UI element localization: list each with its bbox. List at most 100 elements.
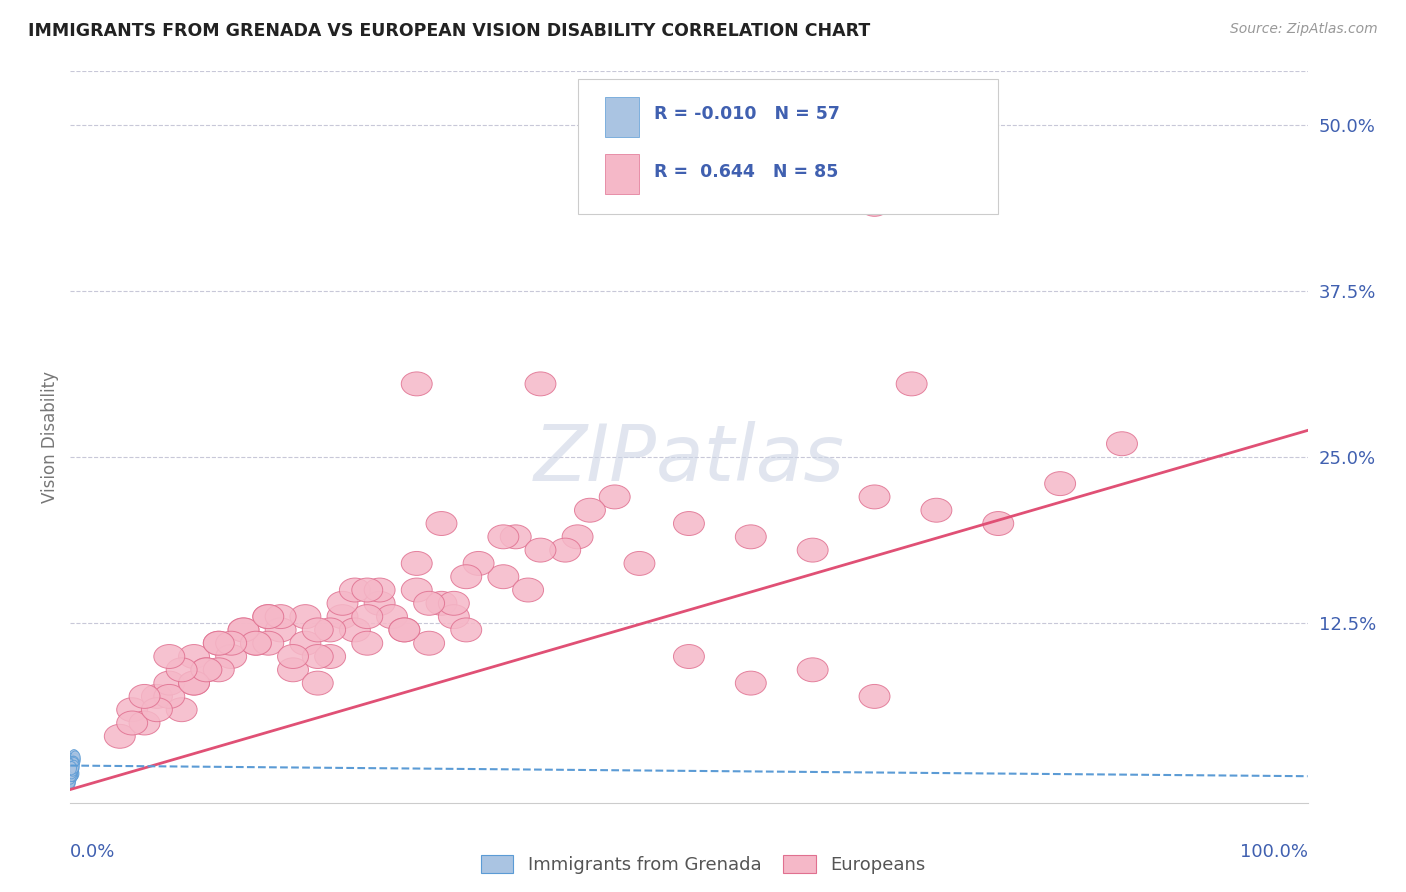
Ellipse shape [377,605,408,629]
Ellipse shape [240,632,271,656]
Ellipse shape [735,524,766,549]
Ellipse shape [67,756,77,770]
Ellipse shape [290,632,321,656]
Ellipse shape [69,757,79,771]
Ellipse shape [66,760,76,773]
Ellipse shape [67,765,77,779]
Ellipse shape [179,671,209,695]
Ellipse shape [65,754,76,767]
Ellipse shape [65,759,76,772]
Ellipse shape [153,645,184,668]
Ellipse shape [66,757,76,771]
Ellipse shape [67,759,77,772]
Ellipse shape [179,645,209,668]
Ellipse shape [70,751,80,764]
Ellipse shape [896,372,927,396]
Ellipse shape [240,632,271,656]
Ellipse shape [65,773,76,787]
Ellipse shape [339,618,370,642]
Ellipse shape [66,767,76,780]
Ellipse shape [66,756,76,770]
Ellipse shape [562,524,593,549]
Ellipse shape [451,618,482,642]
Ellipse shape [66,770,76,783]
Ellipse shape [364,591,395,615]
Ellipse shape [65,772,76,786]
Ellipse shape [215,645,246,668]
Ellipse shape [65,772,76,786]
Ellipse shape [69,762,79,775]
Ellipse shape [66,762,76,775]
Ellipse shape [66,762,76,775]
Ellipse shape [575,499,606,522]
Ellipse shape [413,591,444,615]
Ellipse shape [426,591,457,615]
Ellipse shape [66,762,76,775]
Ellipse shape [599,485,630,509]
Ellipse shape [735,671,766,695]
Ellipse shape [315,618,346,642]
Ellipse shape [413,632,444,656]
Ellipse shape [179,671,209,695]
Text: IMMIGRANTS FROM GRENADA VS EUROPEAN VISION DISABILITY CORRELATION CHART: IMMIGRANTS FROM GRENADA VS EUROPEAN VISI… [28,22,870,40]
Ellipse shape [65,770,76,783]
Ellipse shape [117,698,148,722]
Ellipse shape [797,538,828,562]
Ellipse shape [797,657,828,681]
Ellipse shape [67,764,77,778]
Ellipse shape [364,578,395,602]
Ellipse shape [302,645,333,668]
Ellipse shape [352,632,382,656]
Ellipse shape [328,591,359,615]
Ellipse shape [69,749,79,763]
Ellipse shape [204,657,235,681]
Ellipse shape [524,538,555,562]
Ellipse shape [352,578,382,602]
Ellipse shape [65,760,76,773]
Ellipse shape [1045,472,1076,496]
Text: 0.0%: 0.0% [70,843,115,861]
FancyBboxPatch shape [578,78,998,214]
Ellipse shape [66,765,76,779]
Ellipse shape [673,645,704,668]
Ellipse shape [66,763,76,776]
Ellipse shape [290,605,321,629]
Ellipse shape [67,756,77,770]
Ellipse shape [191,657,222,681]
Ellipse shape [166,657,197,681]
Ellipse shape [69,756,79,770]
Ellipse shape [69,759,79,772]
Ellipse shape [129,711,160,735]
Ellipse shape [302,671,333,695]
FancyBboxPatch shape [605,154,640,194]
Ellipse shape [389,618,420,642]
Ellipse shape [401,551,432,575]
Ellipse shape [69,760,79,773]
Ellipse shape [302,618,333,642]
Ellipse shape [673,511,704,535]
Ellipse shape [66,759,76,772]
Ellipse shape [228,618,259,642]
Ellipse shape [488,524,519,549]
Ellipse shape [266,605,297,629]
Ellipse shape [328,605,359,629]
Ellipse shape [439,605,470,629]
Ellipse shape [921,499,952,522]
Ellipse shape [104,724,135,748]
Ellipse shape [315,645,346,668]
Ellipse shape [501,524,531,549]
Ellipse shape [69,767,79,780]
Ellipse shape [191,657,222,681]
Ellipse shape [65,765,76,779]
Ellipse shape [66,763,76,776]
Ellipse shape [142,684,173,708]
Legend: Immigrants from Grenada, Europeans: Immigrants from Grenada, Europeans [481,855,925,874]
Ellipse shape [66,767,76,780]
Ellipse shape [451,565,482,589]
Ellipse shape [204,632,235,656]
Ellipse shape [1107,432,1137,456]
Ellipse shape [65,775,76,789]
Ellipse shape [389,618,420,642]
Ellipse shape [66,763,76,776]
Ellipse shape [67,763,77,776]
